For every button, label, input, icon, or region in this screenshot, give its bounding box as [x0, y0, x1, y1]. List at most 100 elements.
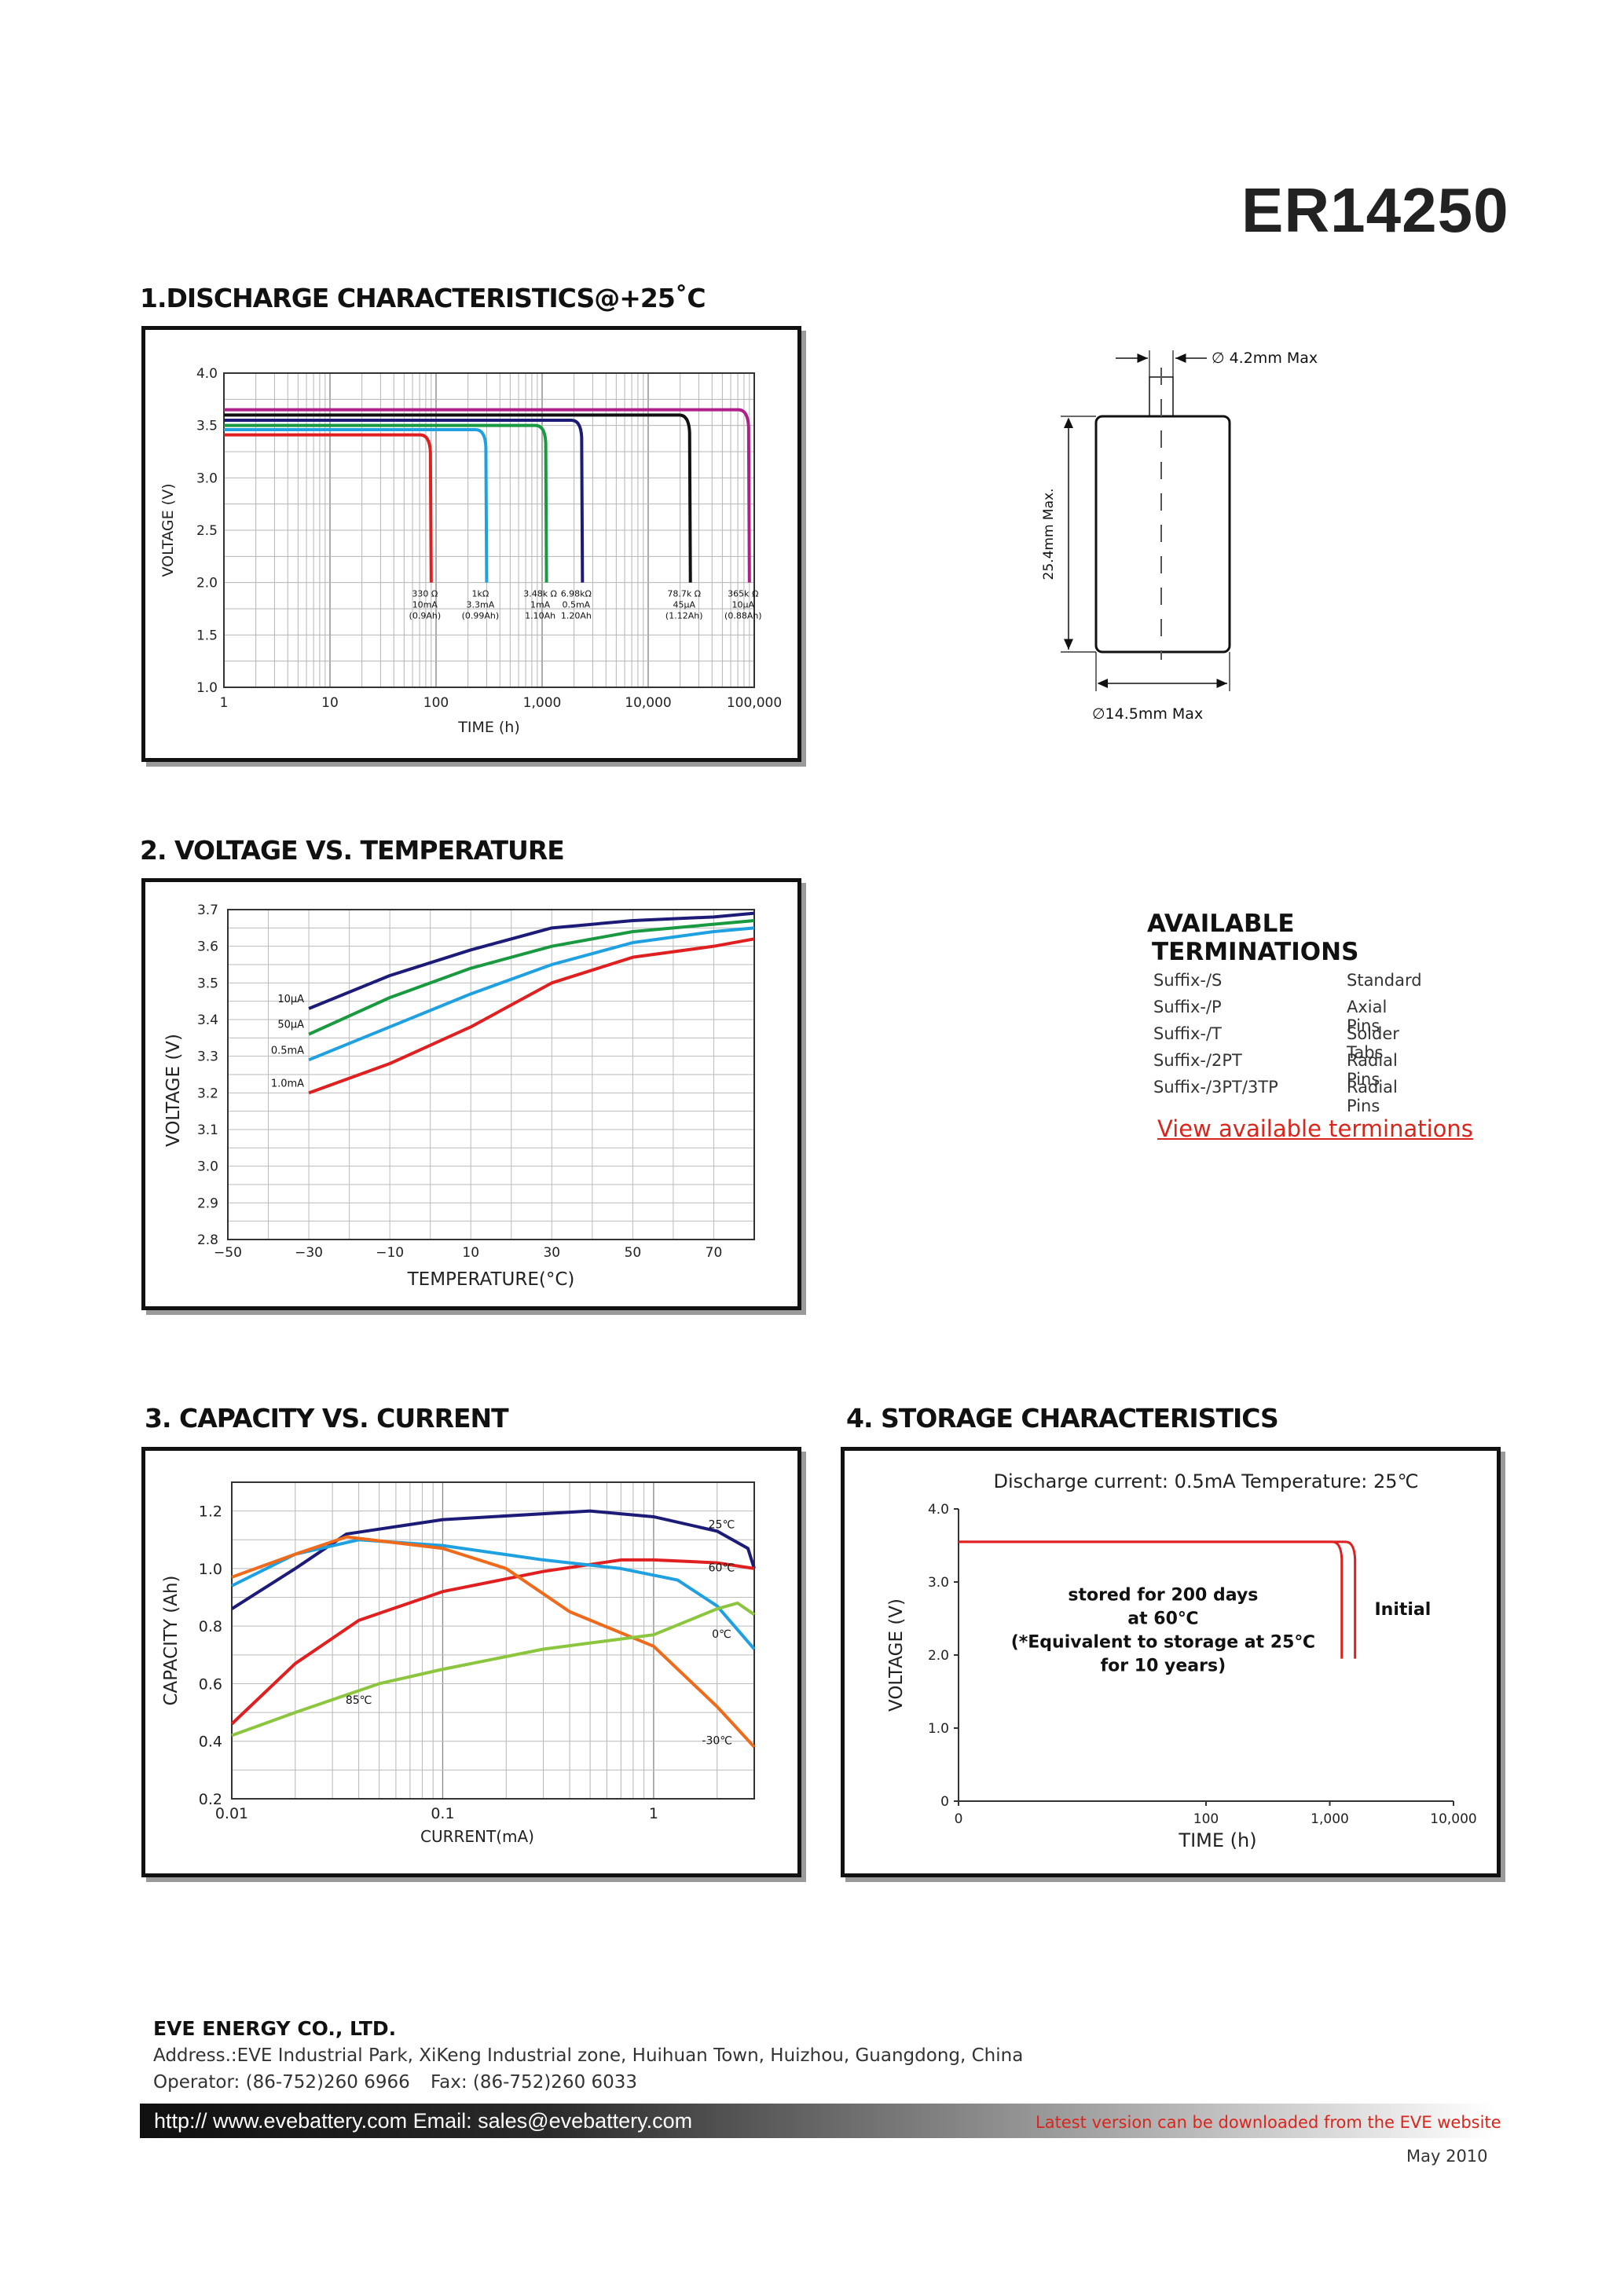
discharge-chart: 1.0 1.5 2.0 2.5 3.0 3.5 4.0 1 10 100 1,000 10,000 10…: [159, 366, 782, 736]
x-axis-label: TIME (h): [457, 719, 520, 736]
x-tick-label: −10: [376, 1245, 404, 1261]
termination-suffix: Suffix-/S: [1153, 971, 1223, 990]
y-tick-label: 3.3: [197, 1049, 218, 1065]
plot-frame: [223, 372, 755, 688]
y-tick-label: 2.9: [197, 1196, 218, 1211]
curve-label: 10μA: [277, 994, 304, 1005]
y-tick-label: 0.8: [199, 1618, 222, 1635]
x-tick-label: −30: [295, 1245, 323, 1261]
x-tick-label: 10: [462, 1245, 479, 1261]
x-tick-label: 100: [423, 695, 449, 711]
x-tick-label: 100: [1193, 1811, 1219, 1827]
curve-label: 1.0mA: [271, 1078, 304, 1089]
y-tick-label: 0.4: [199, 1734, 222, 1751]
battery-body: [1094, 415, 1231, 654]
storage-annotation: for 10 years): [1101, 1656, 1226, 1675]
curve-label: 25℃: [709, 1519, 735, 1532]
capacity-curve: [230, 1558, 755, 1726]
curve-label: 0.5mA: [562, 600, 590, 610]
y-tick-label: 2.5: [196, 523, 218, 539]
curve-label: 60℃: [709, 1562, 735, 1575]
curve-label: 365k Ω: [728, 589, 758, 599]
company-name: EVE ENERGY CO., LTD.: [153, 2017, 397, 2040]
termination-type: Standard: [1347, 971, 1422, 990]
initial-label: Initial: [1374, 1600, 1431, 1620]
battery-dimension-drawing: ∅ 4.2mm Max 25.4mm Max. ∅14.5mm Max: [1041, 350, 1318, 723]
curve-label: 1mA: [530, 600, 551, 610]
storage-annotation: at 60℃: [1127, 1609, 1198, 1628]
x-tick-label: 1,000: [523, 695, 562, 711]
curve-label: 0℃: [712, 1628, 731, 1641]
y-axis-label: CAPACITY (Ah): [161, 1575, 181, 1705]
discharge-curve: [224, 423, 548, 583]
view-terminations-link[interactable]: View available terminations: [1157, 1115, 1473, 1142]
x-tick-label: 100,000: [727, 695, 782, 711]
section-discharge-title: 1.DISCHARGE CHARACTERISTICS@+25˚C: [140, 283, 706, 313]
termination-type: Axial Pins: [1347, 998, 1388, 1035]
x-tick-label: 70: [706, 1245, 723, 1261]
capacity-curve: [230, 1509, 756, 1610]
temperature-curve: [308, 911, 755, 1010]
capacity-curve: [231, 1535, 756, 1749]
discharge-curve: [224, 413, 692, 583]
document-date: May 2010: [1406, 2147, 1488, 2166]
capacity-current-chart-panel: 0.2 0.4 0.6 0.8 1.0 1.2 0.01 0.1 1 CURRENT(mA) CAP…: [141, 1447, 801, 1877]
x-tick-label: 10: [321, 695, 339, 711]
y-tick-label: 1.0: [928, 1721, 949, 1737]
y-tick-label: 1.5: [196, 628, 218, 643]
footer-web-email[interactable]: http:// www.evebattery.com Email: sales@…: [154, 2109, 693, 2133]
storage-curve: [959, 1540, 1357, 1659]
company-operator: Operator: (86-752)260 6966: [153, 2072, 410, 2093]
height-label: 25.4mm Max.: [1041, 489, 1057, 580]
y-tick-label: 3.5: [197, 976, 218, 991]
x-tick-label: 10,000: [1430, 1811, 1476, 1827]
y-tick-label: 0: [940, 1794, 949, 1810]
y-tick-label: 2.0: [196, 576, 218, 591]
termination-type: Radial Pins: [1347, 1078, 1398, 1115]
y-tick-label: 1.0: [199, 1561, 222, 1578]
discharge-curve: [224, 428, 489, 583]
temperature-curve: [308, 926, 755, 1062]
y-tick-label: 3.2: [197, 1086, 218, 1101]
y-tick-label: 4.0: [196, 366, 218, 382]
storage-chart-title: Discharge current: 0.5mA Temperature: 25…: [994, 1470, 1419, 1492]
curve-label: 10μA: [732, 600, 755, 610]
pin-diameter-label: ∅ 4.2mm Max: [1212, 350, 1318, 367]
y-axis-label: VOLTAGE (V): [886, 1598, 907, 1712]
x-axis-label: CURRENT(mA): [420, 1827, 534, 1846]
footer-bar: [140, 2104, 1495, 2138]
termination-suffix: Suffix-/P: [1153, 998, 1222, 1016]
y-tick-label: 1.0: [196, 680, 218, 696]
curve-label: 6.98kΩ: [561, 589, 592, 599]
curve-label: 10mA: [412, 600, 438, 610]
section-capacity-current-title: 3. CAPACITY VS. CURRENT: [145, 1403, 509, 1434]
section-voltage-temp-title: 2. VOLTAGE VS. TEMPERATURE: [140, 835, 565, 866]
company-address: Address.:EVE Industrial Park, XiKeng Ind…: [153, 2045, 1024, 2066]
x-tick-label: 1,000: [1311, 1811, 1349, 1827]
storage-annotation: stored for 200 days: [1068, 1585, 1258, 1605]
curve-label: -30℃: [702, 1734, 732, 1747]
y-tick-label: 4.0: [928, 1502, 949, 1518]
y-tick-label: 3.7: [197, 903, 218, 918]
section-storage-title: 4. STORAGE CHARACTERISTICS: [846, 1403, 1279, 1434]
termination-type: Radial Pins: [1347, 1051, 1398, 1089]
plot-frame: [227, 909, 755, 1240]
x-tick-label: −50: [214, 1245, 242, 1261]
termination-suffix: Suffix-/T: [1153, 1024, 1222, 1043]
discharge-curve: [224, 433, 433, 583]
y-tick-label: 2.0: [928, 1648, 949, 1664]
y-tick-label: 0.6: [199, 1675, 222, 1693]
discharge-chart-panel: 1.0 1.5 2.0 2.5 3.0 3.5 4.0 1 10 100 1,000 10,000 10…: [141, 326, 801, 762]
storage-chart: Discharge current: 0.5mA Temperature: 25…: [886, 1470, 1477, 1851]
discharge-curve: [224, 408, 751, 583]
curve-label: (0.9Ah): [409, 611, 442, 621]
y-tick-label: 3.0: [928, 1575, 949, 1591]
curve-label: 3.48k Ω: [523, 589, 557, 599]
voltage-temp-chart: 2.8 2.9 3.0 3.1 3.2 3.3 3.4 3.5 3.6 3.7 −50 −30 −10 1…: [163, 903, 755, 1290]
x-tick-label: 30: [543, 1245, 560, 1261]
y-axis-label: VOLTAGE (V): [159, 484, 177, 577]
x-tick-label: 0.1: [431, 1805, 454, 1822]
diameter-label: ∅14.5mm Max: [1092, 705, 1203, 723]
latest-version-note: Latest version can be downloaded from th…: [1036, 2113, 1501, 2132]
y-tick-label: 3.1: [197, 1122, 218, 1138]
